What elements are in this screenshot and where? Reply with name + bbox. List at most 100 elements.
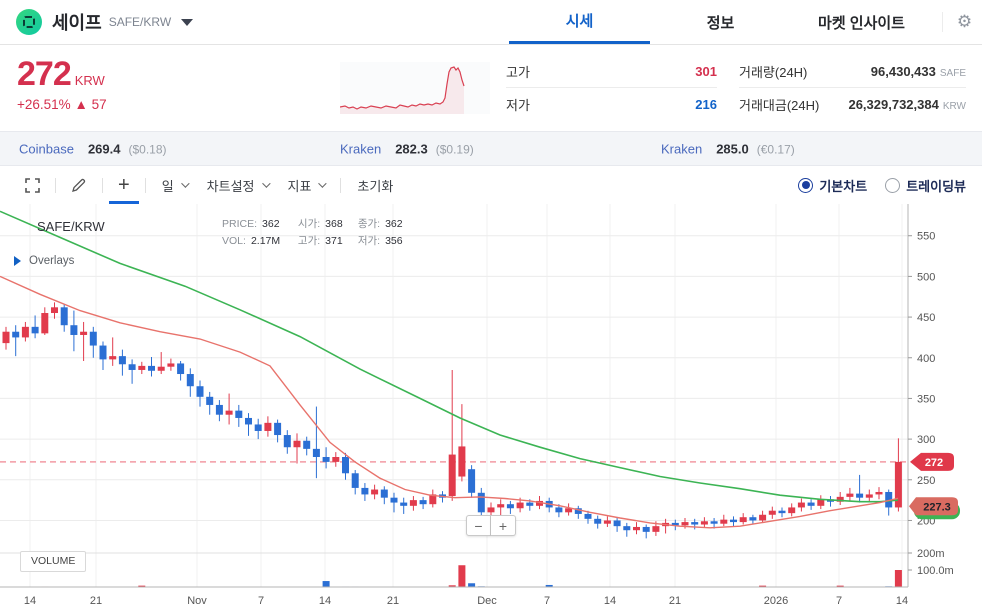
fullscreen-icon <box>25 177 40 193</box>
volume-label: 거래량(24H) <box>739 65 808 80</box>
chevron-down-icon <box>180 179 190 188</box>
tab-price[interactable]: 시세 <box>509 0 650 44</box>
exchange-price: 282.3 <box>395 141 428 156</box>
svg-text:227.3: 227.3 <box>923 501 951 513</box>
svg-text:272: 272 <box>925 457 943 469</box>
toolbar-divider <box>55 177 56 193</box>
exchange-ref-price: ($0.18) <box>128 142 167 156</box>
svg-text:300: 300 <box>917 434 935 446</box>
ohlc-high: 고가: 371 <box>297 235 343 247</box>
indicators-menu[interactable]: 지표 <box>288 176 328 195</box>
add-indicator-button[interactable]: + <box>109 166 139 204</box>
value-row: 거래대금(24H) 26,329,732,384 KRW <box>739 88 966 120</box>
ohlc-info: PRICE: 362 시가: 368 종가: 362 VOL: 2.17M 고가: 371… <box>222 216 414 250</box>
svg-text:14: 14 <box>319 595 331 607</box>
chart-symbol-label: SAFE/KRW <box>37 219 105 234</box>
daily-stats: 고가 301 저가 216 거래량(24H) 96,430,433 SAFE 거래… <box>506 56 966 120</box>
exchange-price: 269.4 <box>87 141 121 156</box>
exchange-item: Kraken 282.3 ($0.19) <box>340 141 474 156</box>
svg-text:7: 7 <box>836 595 842 607</box>
ohlc-open: 시가: 368 <box>297 218 343 230</box>
svg-text:400: 400 <box>917 353 935 365</box>
coin-name: 세이프 <box>52 13 102 33</box>
price-block: 272 KRW +26.51% ▲ 57 <box>17 55 107 112</box>
toolbar-divider <box>144 177 146 193</box>
high-row: 고가 301 <box>506 56 717 88</box>
volume-pane-label: VOLUME <box>20 551 87 572</box>
high-value: 301 <box>695 64 717 79</box>
interval-menu[interactable]: 일 <box>162 176 190 195</box>
price-change: +26.51% ▲ 57 <box>17 97 107 112</box>
toolbar-divider <box>340 177 342 193</box>
value-value: 26,329,732,384 KRW <box>848 96 966 112</box>
chart-area: 550 500 450 400 350 300 250 200 200m 100.0m 14 21 No… <box>0 204 982 616</box>
exchange-price: 285.0 <box>716 141 749 156</box>
exchange-ref-price: (€0.17) <box>756 142 795 156</box>
fullscreen-button[interactable] <box>16 166 49 204</box>
ma-long-line <box>0 210 899 503</box>
low-label: 저가 <box>506 97 530 113</box>
svg-text:350: 350 <box>917 393 935 405</box>
candles-layer <box>2 302 902 539</box>
coin-pair: SAFE/KRW <box>108 15 172 29</box>
svg-text:21: 21 <box>90 595 102 607</box>
tab-info[interactable]: 정보 <box>706 14 735 32</box>
svg-text:Dec: Dec <box>477 595 497 607</box>
volume-bars <box>2 565 902 588</box>
pencil-icon <box>72 178 86 192</box>
draw-button[interactable] <box>62 166 96 204</box>
coin-logo <box>16 9 42 35</box>
svg-text:200m: 200m <box>917 548 945 560</box>
low-row: 저가 216 <box>506 88 717 120</box>
axis-frame <box>0 204 909 588</box>
chevron-down-icon <box>318 179 328 188</box>
exchange-item: Kraken 285.0 (€0.17) <box>661 141 795 156</box>
svg-text:7: 7 <box>544 595 550 607</box>
up-arrow-icon: ▲ <box>74 97 88 112</box>
zoom-in-button[interactable]: + <box>491 515 516 536</box>
svg-text:450: 450 <box>917 312 935 324</box>
exchange-ref-price: ($0.19) <box>435 142 474 156</box>
svg-text:14: 14 <box>24 595 36 607</box>
radio-selected-icon <box>798 177 814 193</box>
chart-type-radios: 기본차트 트레이딩뷰 <box>798 176 966 195</box>
exchange-compare-bar: Coinbase 269.4 ($0.18) Kraken 282.3 ($0.… <box>0 131 982 166</box>
gear-icon[interactable]: ⚙ <box>941 12 972 32</box>
radio-tradingview[interactable]: 트레이딩뷰 <box>885 176 966 195</box>
quote-section: 272 KRW +26.51% ▲ 57 고가 301 저가 216 거래량(2… <box>0 45 982 131</box>
low-value: 216 <box>695 96 717 112</box>
safe-logo-icon <box>23 16 35 28</box>
radio-basic-chart[interactable]: 기본차트 <box>798 176 867 195</box>
svg-text:250: 250 <box>917 475 935 487</box>
chart-settings-menu[interactable]: 차트설정 <box>207 176 271 195</box>
price-sparkline <box>340 62 490 114</box>
header-tabs: 시세 정보 마켓 인사이트 <box>509 0 932 44</box>
toolbar-divider <box>102 177 103 193</box>
svg-text:14: 14 <box>604 595 616 607</box>
exchange-item: Coinbase 269.4 ($0.18) <box>19 141 167 156</box>
ohlc-price: PRICE: 362 <box>222 218 280 230</box>
page-header: 세이프 SAFE/KRW 시세 정보 마켓 인사이트 ⚙ <box>0 0 982 45</box>
price-tags: 272 227.3 <box>909 452 960 520</box>
exchange-name-link[interactable]: Coinbase <box>19 141 74 156</box>
current-price: 272 <box>17 55 72 93</box>
ohlc-close: 종가: 362 <box>357 218 403 230</box>
tab-market-insight[interactable]: 마켓 인사이트 <box>818 14 905 32</box>
exchange-name-link[interactable]: Kraken <box>340 141 382 156</box>
volume-value: 96,430,433 SAFE <box>870 64 966 79</box>
ohlc-vol: VOL: 2.17M <box>222 235 281 247</box>
svg-text:Nov: Nov <box>187 595 207 607</box>
radio-unselected-icon <box>885 177 901 193</box>
zoom-out-button[interactable]: − <box>466 515 491 536</box>
chart-zoom-controls: − + <box>466 515 516 536</box>
reset-chart-button[interactable]: 초기화 <box>357 178 394 194</box>
coin-dropdown-icon[interactable] <box>181 18 194 26</box>
exchange-name-link[interactable]: Kraken <box>661 141 703 156</box>
settings-cell: ⚙ <box>932 0 982 44</box>
ma-short-line <box>0 275 899 529</box>
overlays-toggle[interactable]: Overlays <box>14 255 74 267</box>
grid-layer <box>0 204 908 587</box>
chevron-down-icon <box>261 179 271 188</box>
